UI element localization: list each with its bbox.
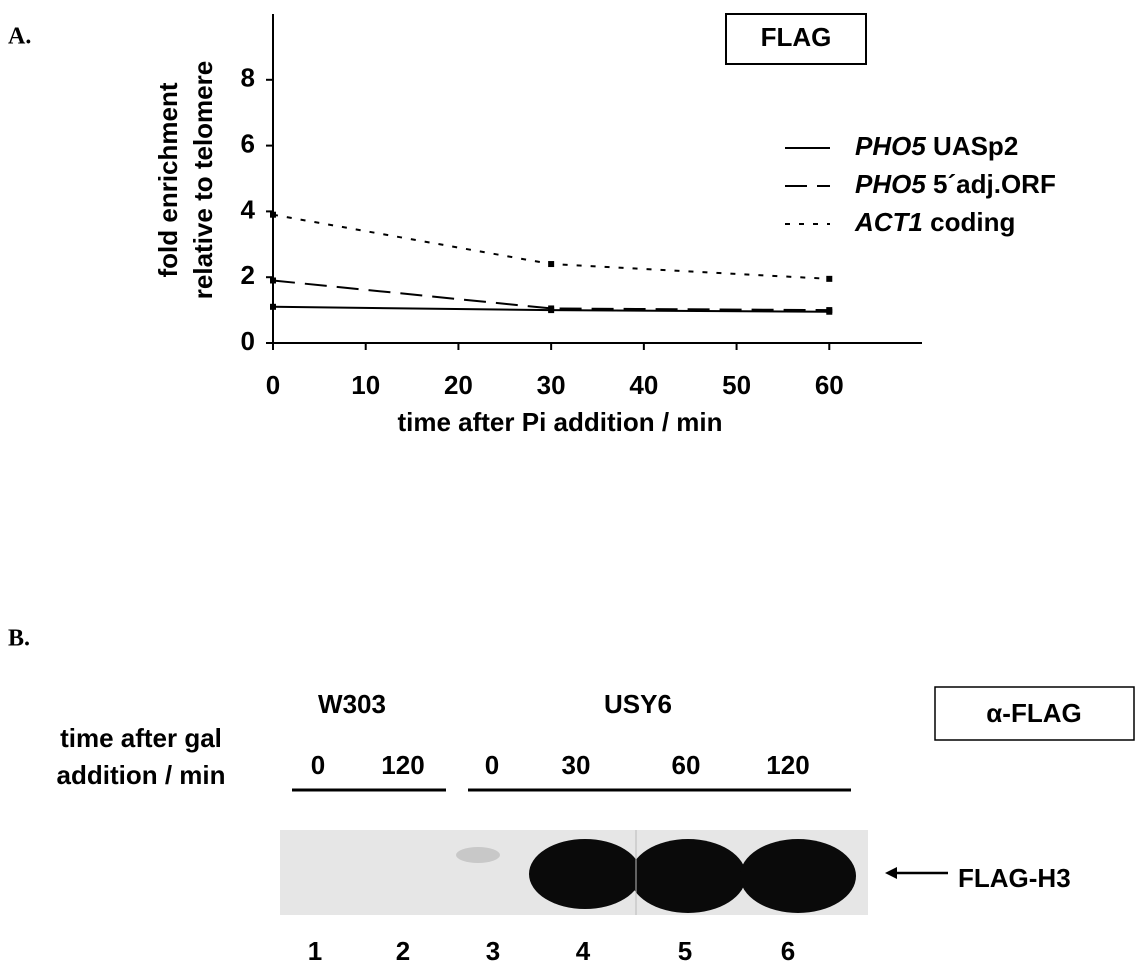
band-label: FLAG-H3 — [958, 863, 1071, 893]
lane-number: 6 — [781, 936, 795, 966]
legend-label: PHO5 5´adj.ORF — [855, 169, 1056, 199]
box-label: FLAG — [761, 22, 832, 52]
y-tick-label: 2 — [241, 260, 255, 290]
y-tick-label: 0 — [241, 326, 255, 356]
lane-number: 5 — [678, 936, 692, 966]
point — [548, 261, 555, 268]
lane-number: 1 — [308, 936, 322, 966]
line — [272, 279, 830, 312]
legend-label: ACT1 coding — [854, 207, 1015, 237]
time-value: 120 — [766, 750, 809, 780]
time-value: 0 — [311, 750, 325, 780]
label-box — [934, 686, 1135, 741]
x-axis-label: time after Pi addition / min — [397, 407, 722, 437]
y-tick-label: 4 — [241, 194, 256, 224]
point — [826, 275, 833, 282]
panel-label: A. — [8, 24, 31, 50]
x-tick-label: 20 — [444, 370, 473, 400]
strain-label: W303 — [318, 689, 386, 719]
line — [272, 213, 830, 280]
point — [548, 305, 555, 312]
lane-number: 2 — [396, 936, 410, 966]
blot — [280, 830, 868, 915]
x-tick-label: 50 — [722, 370, 751, 400]
time-value: 60 — [672, 750, 701, 780]
x-tick-label: 30 — [537, 370, 566, 400]
panel-label: B. — [8, 626, 30, 652]
x-tick-label: 60 — [815, 370, 844, 400]
time-value: 0 — [485, 750, 499, 780]
time-label: time after gal — [60, 723, 222, 753]
legend-label: PHO5 UASp2 — [855, 131, 1018, 161]
x-tick-label: 10 — [351, 370, 380, 400]
strain-label: USY6 — [604, 689, 672, 719]
y-tick-label: 8 — [241, 63, 255, 93]
time-label: addition / min — [57, 760, 226, 790]
lane-number: 3 — [486, 936, 500, 966]
point — [270, 211, 276, 218]
arrow-head — [885, 867, 897, 879]
point — [270, 303, 276, 310]
y-tick-label: 6 — [241, 128, 255, 158]
point — [826, 307, 833, 314]
x-tick-label: 40 — [629, 370, 658, 400]
time-value: 30 — [562, 750, 591, 780]
lane-number: 4 — [576, 936, 591, 966]
time-value: 120 — [381, 750, 424, 780]
y-axis-label: relative to telomere — [188, 61, 218, 299]
x-tick-label: 0 — [266, 370, 280, 400]
point — [270, 277, 276, 284]
y-axis-label: fold enrichment — [153, 82, 183, 277]
label-box — [725, 13, 867, 65]
box-label: α-FLAG — [986, 698, 1081, 728]
